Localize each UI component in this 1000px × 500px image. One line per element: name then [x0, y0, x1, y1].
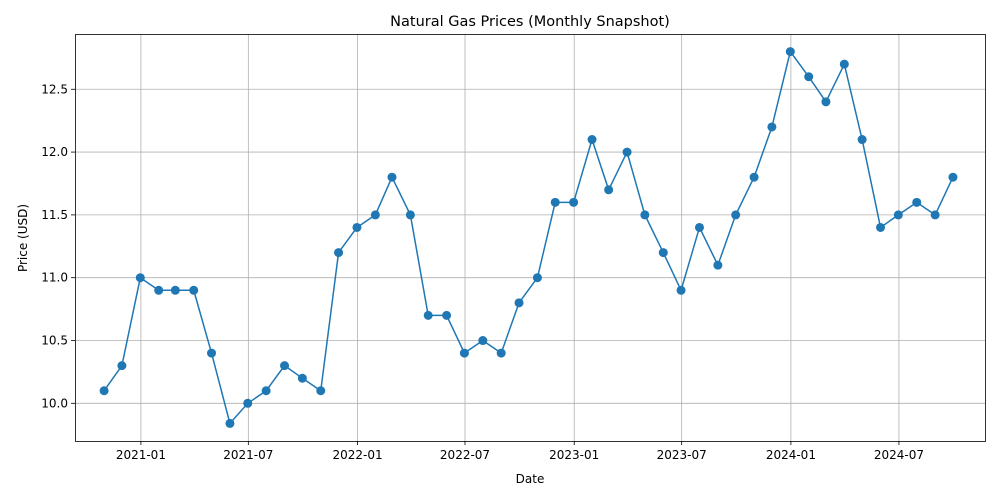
- data-point: [261, 386, 271, 396]
- y-tick-label: 10.0: [41, 396, 68, 410]
- data-point: [280, 361, 290, 371]
- data-point: [731, 210, 741, 220]
- y-tick-label: 11.5: [41, 208, 68, 222]
- data-point: [154, 285, 164, 295]
- data-point: [821, 97, 831, 107]
- data-point: [749, 172, 759, 182]
- data-point: [442, 310, 452, 320]
- y-axis-label: Price (USD): [16, 204, 30, 272]
- data-point: [622, 147, 632, 157]
- data-point: [135, 273, 145, 283]
- data-point: [459, 348, 469, 358]
- x-tick-label: 2024-01: [766, 448, 816, 462]
- y-tick-label: 12.5: [41, 82, 68, 96]
- data-point: [893, 210, 903, 220]
- grid-lines: [75, 34, 985, 441]
- data-point: [876, 222, 886, 232]
- data-point: [804, 72, 814, 82]
- data-point: [713, 260, 723, 270]
- data-point: [316, 386, 326, 396]
- series-line: [103, 50, 954, 425]
- y-tick-label: 10.5: [41, 334, 68, 348]
- x-tick-label: 2023-01: [549, 448, 599, 462]
- data-point: [514, 298, 524, 308]
- data-point: [117, 361, 127, 371]
- data-point: [785, 47, 795, 57]
- x-tick-label: 2022-07: [440, 448, 490, 462]
- data-point: [948, 172, 958, 182]
- y-tick-label: 12.0: [41, 145, 68, 159]
- x-tick-label: 2021-01: [116, 448, 166, 462]
- data-point: [370, 210, 380, 220]
- data-point: [694, 222, 704, 232]
- data-point: [297, 373, 307, 383]
- data-point: [387, 172, 397, 182]
- x-axis-label: Date: [516, 472, 545, 486]
- x-tick-label: 2024-07: [874, 448, 924, 462]
- data-point: [532, 273, 542, 283]
- data-point: [352, 222, 362, 232]
- data-point: [658, 248, 668, 258]
- data-point: [857, 135, 867, 145]
- data-point: [839, 59, 849, 69]
- axis-ticks: 2021-01 2021-07 2022-01 2022-07 2023-01 2023-…: [41, 82, 924, 462]
- data-point: [225, 418, 235, 428]
- data-point: [189, 285, 199, 295]
- data-point: [478, 336, 488, 346]
- data-point: [334, 248, 344, 258]
- data-point: [640, 210, 650, 220]
- data-point: [550, 197, 560, 207]
- data-point: [767, 122, 777, 132]
- data-point: [405, 210, 415, 220]
- data-point: [930, 210, 940, 220]
- data-point: [587, 135, 597, 145]
- x-tick-label: 2023-07: [657, 448, 707, 462]
- data-point: [243, 398, 253, 408]
- data-point: [496, 348, 506, 358]
- data-point: [99, 386, 109, 396]
- data-point: [676, 285, 686, 295]
- y-tick-label: 11.0: [41, 271, 68, 285]
- data-point: [170, 285, 180, 295]
- data-point: [604, 185, 614, 195]
- data-point: [912, 197, 922, 207]
- x-tick-label: 2021-07: [223, 448, 273, 462]
- plot-frame: [75, 34, 986, 442]
- data-point: [569, 197, 579, 207]
- series-layer: [99, 47, 958, 428]
- data-point: [207, 348, 217, 358]
- x-tick-label: 2022-01: [332, 448, 382, 462]
- data-point: [423, 310, 433, 320]
- chart-title: Natural Gas Prices (Monthly Snapshot): [390, 14, 670, 30]
